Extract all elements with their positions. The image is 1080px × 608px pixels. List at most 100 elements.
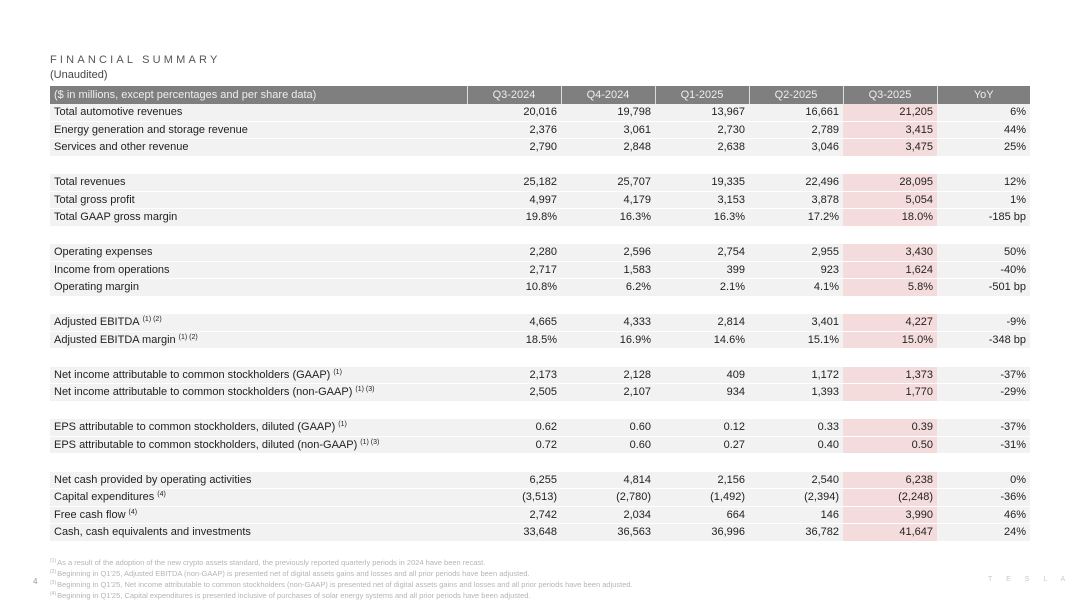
value-cell: 2,156 (655, 471, 749, 489)
value-cell: 1,172 (749, 366, 843, 384)
row-label-cell: Total revenues (50, 173, 467, 192)
spacer-row (50, 401, 1030, 419)
table-row: Cash, cash equivalents and investments 33… (50, 523, 1030, 542)
footnotes: (1)As a result of the adoption of the ne… (50, 557, 633, 601)
column-header: Q3-2025 (842, 86, 937, 104)
yoy-cell: 46% (937, 506, 1030, 524)
table-row: Adjusted EBITDA margin (1) (2) 18.5% 16.9% 1… (50, 331, 1030, 349)
value-cell: 28,095 (843, 173, 937, 192)
value-cell: 18.5% (467, 331, 561, 349)
value-cell: 4,227 (843, 313, 937, 332)
value-cell: 5.8% (843, 278, 937, 297)
spacer-cell (937, 156, 1030, 174)
value-cell: 664 (655, 506, 749, 524)
footnote-text: Beginning in Q1'25, Capital expenditures… (57, 591, 531, 600)
footnote-ref: (1) (3) (360, 438, 380, 446)
row-label: Capital expenditures (54, 491, 155, 504)
spacer-cell (467, 226, 561, 244)
row-label-cell: EPS attributable to common stockholders,… (50, 418, 467, 437)
page-title: FINANCIAL SUMMARY (50, 54, 221, 66)
table-row: Net cash provided by operating activitie… (50, 471, 1030, 489)
row-label: Cash, cash equivalents and investments (54, 526, 251, 539)
value-cell: 2,376 (467, 121, 561, 139)
footnote-ref: (1) (3) (355, 386, 375, 394)
value-cell: 146 (749, 506, 843, 524)
value-cell: 1,583 (561, 261, 655, 279)
row-label-cell: Total automotive revenues (50, 103, 467, 122)
value-cell: 3,415 (843, 121, 937, 139)
value-cell: 3,430 (843, 243, 937, 262)
footnote-text: Beginning in Q1'25, Adjusted EBITDA (non… (57, 569, 530, 578)
spacer-cell (655, 453, 749, 472)
yoy-cell: 0% (937, 471, 1030, 489)
spacer-cell (843, 296, 937, 314)
footnote-mark: (2) (50, 569, 57, 575)
table-row: Total revenues 25,182 25,707 19,335 22,496 28… (50, 173, 1030, 192)
value-cell: 2,754 (655, 243, 749, 262)
row-label: Net income attributable to common stockh… (54, 386, 353, 399)
row-label: Services and other revenue (54, 141, 189, 154)
value-cell: (2,394) (749, 488, 843, 507)
spacer-cell (937, 226, 1030, 244)
footnote: (1)As a result of the adoption of the ne… (50, 557, 633, 568)
value-cell: 20,016 (467, 103, 561, 122)
footnote-mark: (1) (50, 558, 57, 564)
value-cell: 4,997 (467, 191, 561, 209)
value-cell: 2,540 (749, 471, 843, 489)
value-cell: 0.27 (655, 436, 749, 454)
row-label-cell: Operating expenses (50, 243, 467, 262)
value-cell: 399 (655, 261, 749, 279)
yoy-cell: -9% (937, 313, 1030, 332)
value-cell: 1,373 (843, 366, 937, 384)
yoy-cell: -29% (937, 383, 1030, 402)
value-cell: 1,393 (749, 383, 843, 402)
value-cell: 0.60 (561, 418, 655, 437)
yoy-cell: -185 bp (937, 208, 1030, 227)
value-cell: 923 (749, 261, 843, 279)
footnote-text: Beginning in Q1'25, Net income attributa… (57, 580, 633, 589)
value-cell: 0.33 (749, 418, 843, 437)
spacer-cell (467, 156, 561, 174)
value-cell: 2,173 (467, 366, 561, 384)
footnote-ref: (1) (338, 421, 347, 429)
table-row: EPS attributable to common stockholders,… (50, 436, 1030, 454)
spacer-cell (749, 453, 843, 472)
footnote: (2)Beginning in Q1'25, Adjusted EBITDA (… (50, 568, 633, 579)
yoy-cell: 44% (937, 121, 1030, 139)
value-cell: (3,513) (467, 488, 561, 507)
value-cell: 4.1% (749, 278, 843, 297)
spacer-cell (467, 453, 561, 472)
footnote-ref: (4) (128, 508, 138, 516)
row-label: Operating expenses (54, 246, 153, 259)
value-cell: 19.8% (467, 208, 561, 227)
row-label-cell: Net income attributable to common stockh… (50, 366, 467, 384)
row-label: Total gross profit (54, 193, 135, 206)
value-cell: 2,034 (561, 506, 655, 524)
table-row: Total GAAP gross margin 19.8% 16.3% 16.3% 17… (50, 208, 1030, 227)
spacer-cell (655, 401, 749, 419)
table-row: Services and other revenue 2,790 2,848 2,63… (50, 138, 1030, 157)
table-row: Net income attributable to common stockh… (50, 383, 1030, 402)
value-cell: 0.39 (843, 418, 937, 437)
table-row: Operating margin 10.8% 6.2% 2.1% 4.1% 5.8% -50… (50, 278, 1030, 297)
value-cell: 934 (655, 383, 749, 402)
row-label-cell: Total GAAP gross margin (50, 208, 467, 227)
page-subtitle: (Unaudited) (50, 69, 108, 81)
value-cell: 16.9% (561, 331, 655, 349)
value-cell: 2,730 (655, 121, 749, 139)
yoy-cell: -37% (937, 366, 1030, 384)
column-header: Q2-2025 (748, 86, 843, 104)
value-cell: 15.1% (749, 331, 843, 349)
value-cell: 0.60 (561, 436, 655, 454)
value-cell: 2,107 (561, 383, 655, 402)
value-cell: 3,061 (561, 121, 655, 139)
row-label-cell: Adjusted EBITDA margin (1) (2) (50, 331, 467, 349)
value-cell: 4,179 (561, 191, 655, 209)
spacer-cell (843, 348, 937, 367)
row-label: Operating margin (54, 281, 139, 294)
value-cell: 1,770 (843, 383, 937, 402)
value-cell: 41,647 (843, 523, 937, 542)
value-cell: (1,492) (655, 488, 749, 507)
row-label: Adjusted EBITDA (54, 316, 140, 329)
column-header-units: ($ in millions, except percentages and p… (50, 86, 467, 104)
